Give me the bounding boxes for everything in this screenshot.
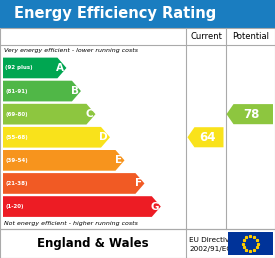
Text: B: B [71, 86, 79, 96]
Bar [227, 232, 273, 255]
Text: (69-80): (69-80) [5, 112, 28, 117]
Polygon shape [3, 127, 110, 148]
Text: Very energy efficient - lower running costs: Very energy efficient - lower running co… [4, 49, 138, 53]
Polygon shape [3, 173, 144, 194]
Text: Not energy efficient - higher running costs: Not energy efficient - higher running co… [4, 221, 138, 226]
Text: (81-91): (81-91) [5, 88, 28, 94]
Text: 2002/91/EC: 2002/91/EC [190, 246, 232, 252]
Polygon shape [3, 81, 81, 101]
Text: (55-68): (55-68) [5, 135, 28, 140]
Text: D: D [99, 132, 108, 142]
Text: C: C [86, 109, 94, 119]
Text: (1-20): (1-20) [5, 204, 23, 209]
Text: G: G [150, 201, 159, 212]
Text: England & Wales: England & Wales [37, 237, 149, 250]
Text: E: E [116, 155, 122, 165]
Bar [0, 229, 275, 258]
Polygon shape [3, 58, 67, 78]
Text: (21-38): (21-38) [5, 181, 28, 186]
Text: (39-54): (39-54) [5, 158, 28, 163]
Polygon shape [227, 104, 273, 124]
Text: 64: 64 [199, 131, 216, 144]
Polygon shape [188, 127, 224, 147]
Polygon shape [3, 196, 161, 217]
Text: Potential: Potential [232, 32, 269, 41]
Polygon shape [3, 150, 125, 171]
Text: Current: Current [190, 32, 222, 41]
Bar [0, 28, 275, 229]
Polygon shape [3, 104, 95, 125]
Bar [0, 0, 275, 28]
Text: F: F [135, 179, 142, 188]
Text: 78: 78 [244, 108, 260, 121]
Text: A: A [56, 63, 64, 73]
Text: Energy Efficiency Rating: Energy Efficiency Rating [14, 6, 217, 21]
Text: EU Directive: EU Directive [189, 237, 233, 243]
Text: (92 plus): (92 plus) [5, 66, 33, 70]
